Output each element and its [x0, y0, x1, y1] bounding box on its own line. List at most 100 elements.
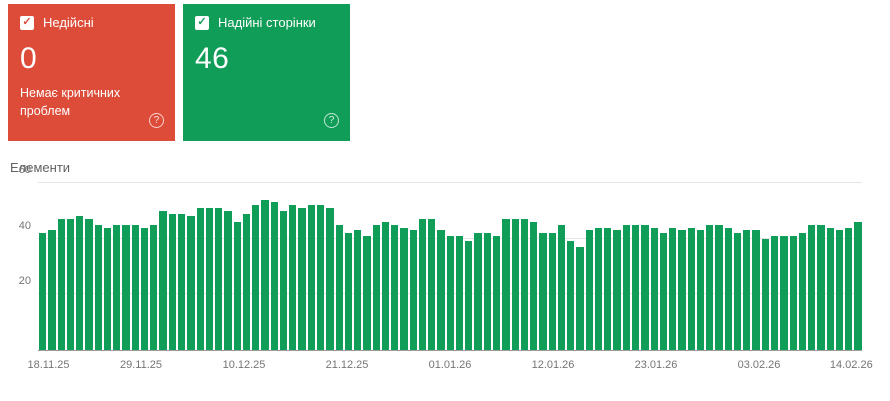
bar[interactable] [613, 230, 621, 350]
bar[interactable] [326, 208, 334, 350]
card-valid[interactable]: ✓ Надійні сторінки 46 ? [183, 4, 350, 141]
bar[interactable] [557, 224, 566, 350]
bar[interactable] [817, 224, 825, 350]
bar[interactable] [66, 219, 75, 350]
bar[interactable] [465, 241, 473, 350]
bar[interactable] [391, 224, 399, 350]
bar[interactable] [641, 224, 649, 350]
bar[interactable] [835, 230, 844, 350]
bar[interactable] [678, 230, 686, 350]
bar[interactable] [761, 238, 769, 350]
bar[interactable] [752, 230, 760, 350]
bar[interactable] [567, 241, 575, 350]
bar[interactable] [187, 216, 195, 350]
bar[interactable] [539, 233, 547, 350]
bar[interactable] [85, 219, 93, 350]
bar[interactable] [622, 224, 630, 350]
bar[interactable] [511, 219, 519, 350]
bar[interactable] [650, 227, 658, 350]
x-axis-tick-label: 01.01.26 [428, 359, 472, 371]
bar[interactable] [437, 230, 445, 350]
bar[interactable] [270, 202, 278, 350]
bar[interactable] [242, 213, 251, 350]
bar[interactable] [687, 227, 695, 350]
bar[interactable] [363, 235, 371, 350]
bar[interactable] [696, 230, 705, 350]
help-icon[interactable]: ? [324, 113, 339, 128]
invalid-checkbox[interactable]: ✓ [20, 15, 34, 30]
bar[interactable] [493, 235, 501, 350]
bar[interactable] [604, 227, 612, 350]
card-invalid[interactable]: ✓ Недійсні 0 Немає критичних проблем ? [8, 4, 175, 141]
bar[interactable] [122, 224, 130, 350]
bar[interactable] [400, 227, 408, 350]
bar[interactable] [196, 208, 204, 350]
bar[interactable] [585, 230, 593, 350]
bar[interactable] [150, 224, 158, 350]
bar[interactable] [261, 199, 269, 350]
bar[interactable] [724, 227, 732, 350]
bar[interactable] [39, 233, 47, 350]
bar[interactable] [76, 216, 84, 350]
bar[interactable] [307, 205, 315, 350]
bar[interactable] [520, 219, 529, 350]
bar[interactable] [289, 205, 297, 350]
bar[interactable] [502, 219, 510, 350]
bar[interactable] [594, 227, 603, 350]
bar[interactable] [168, 213, 176, 350]
bar[interactable] [733, 233, 742, 350]
bar[interactable] [483, 233, 492, 350]
bar[interactable] [103, 227, 112, 350]
bar[interactable] [279, 210, 288, 350]
bar[interactable] [224, 210, 232, 350]
bar[interactable] [409, 230, 417, 350]
bar[interactable] [57, 219, 65, 350]
bar[interactable] [780, 235, 788, 350]
bar[interactable] [659, 233, 668, 350]
bar[interactable] [576, 247, 584, 350]
bar[interactable] [845, 227, 853, 350]
bar[interactable] [418, 219, 427, 350]
bar[interactable] [428, 219, 436, 350]
bar[interactable] [205, 208, 214, 350]
bar[interactable] [715, 224, 723, 350]
bar[interactable] [48, 230, 56, 350]
bar[interactable] [548, 233, 556, 350]
bar[interactable] [706, 224, 714, 350]
bar[interactable] [335, 224, 343, 350]
bar[interactable] [316, 205, 325, 350]
bar[interactable] [177, 213, 186, 350]
bar[interactable] [798, 233, 807, 350]
bar[interactable] [372, 224, 380, 350]
bar[interactable] [233, 221, 241, 350]
bar[interactable] [743, 230, 751, 350]
bar[interactable] [455, 235, 464, 350]
bar[interactable] [770, 235, 779, 350]
bar[interactable] [252, 205, 260, 350]
valid-checkbox[interactable]: ✓ [195, 15, 209, 30]
bar[interactable] [530, 221, 538, 350]
bar[interactable] [446, 235, 454, 350]
bar[interactable] [140, 227, 149, 350]
y-axis-tick-label: 60 [18, 163, 31, 176]
card-valid-header: ✓ Надійні сторінки [195, 15, 338, 30]
bar[interactable] [354, 230, 362, 350]
bar[interactable] [474, 233, 482, 350]
bar[interactable] [669, 227, 677, 350]
card-invalid-label: Недійсні [43, 15, 94, 30]
bar[interactable] [298, 208, 306, 350]
bar[interactable] [854, 221, 862, 350]
bar[interactable] [344, 233, 353, 350]
bar[interactable] [113, 224, 121, 350]
bar[interactable] [159, 210, 167, 350]
bar[interactable] [632, 224, 640, 350]
bar[interactable] [381, 221, 390, 350]
bar[interactable] [826, 227, 834, 350]
bar[interactable] [94, 224, 102, 350]
bar[interactable] [808, 224, 816, 350]
bar[interactable] [215, 208, 223, 350]
bar[interactable] [789, 235, 797, 350]
x-axis-tick-label: 14.02.26 [829, 359, 873, 371]
help-icon[interactable]: ? [149, 113, 164, 128]
bar[interactable] [131, 224, 139, 350]
